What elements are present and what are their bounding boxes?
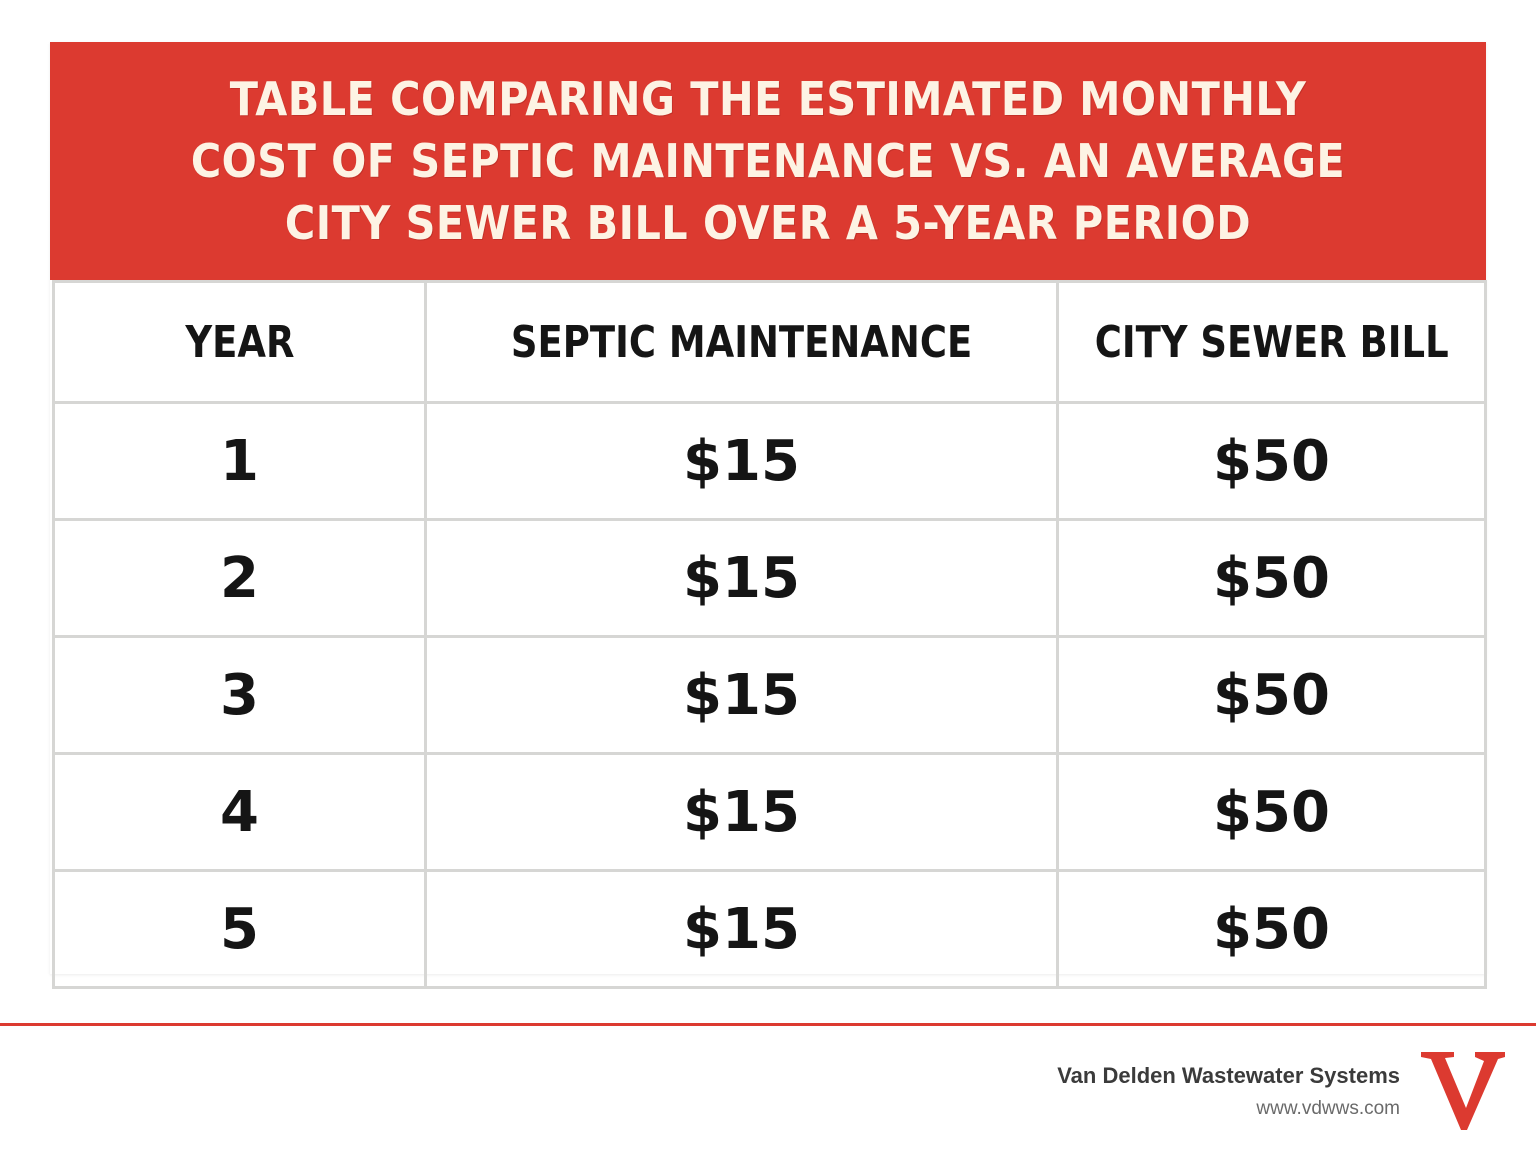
city-sewer-cost-cell: $50 — [1056, 635, 1487, 755]
year-cell: 3 — [52, 635, 427, 755]
septic-cost-cell: $15 — [424, 635, 1059, 755]
comparison-card: TABLE COMPARING THE ESTIMATED MONTHLY CO… — [50, 42, 1487, 989]
table-row: 3 $15 $50 — [52, 635, 1487, 755]
table-row: 2 $15 $50 — [52, 518, 1487, 638]
footer-divider — [0, 1023, 1536, 1026]
septic-cost-cell: $15 — [424, 869, 1059, 989]
septic-cost-cell: $15 — [424, 752, 1059, 872]
title-banner: TABLE COMPARING THE ESTIMATED MONTHLY CO… — [50, 42, 1486, 280]
city-sewer-cost-cell: $50 — [1056, 752, 1487, 872]
column-header-city-sewer: CITY SEWER BILL — [1056, 280, 1487, 404]
city-sewer-cost-cell: $50 — [1056, 401, 1487, 521]
cost-comparison-table: YEAR SEPTIC MAINTENANCE CITY SEWER BILL … — [52, 280, 1487, 989]
table-header-row: YEAR SEPTIC MAINTENANCE CITY SEWER BILL — [52, 280, 1487, 404]
year-cell: 4 — [52, 752, 427, 872]
table-title: TABLE COMPARING THE ESTIMATED MONTHLY CO… — [190, 72, 1346, 250]
column-header-year: YEAR — [52, 280, 427, 404]
septic-cost-cell: $15 — [424, 401, 1059, 521]
company-url: www.vdwws.com — [1256, 1098, 1400, 1119]
year-cell: 5 — [52, 869, 427, 989]
column-header-septic: SEPTIC MAINTENANCE — [424, 280, 1059, 404]
city-sewer-cost-cell: $50 — [1056, 518, 1487, 638]
city-sewer-cost-cell: $50 — [1056, 869, 1487, 989]
table-row: 5 $15 $50 — [52, 869, 1487, 989]
year-cell: 1 — [52, 401, 427, 521]
table-row: 4 $15 $50 — [52, 752, 1487, 872]
company-name: Van Delden Wastewater Systems — [1057, 1063, 1400, 1088]
table-row: 1 $15 $50 — [52, 401, 1487, 521]
septic-cost-cell: $15 — [424, 518, 1059, 638]
v-logo-icon — [1421, 1052, 1505, 1130]
year-cell: 2 — [52, 518, 427, 638]
